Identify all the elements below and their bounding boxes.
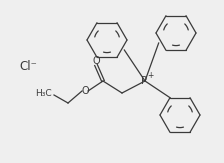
Text: P: P [141,76,147,86]
Text: H₃C: H₃C [35,89,51,97]
Text: Cl⁻: Cl⁻ [19,59,37,73]
Text: O: O [81,86,89,96]
Text: +: + [147,72,153,81]
Text: O: O [92,56,100,66]
